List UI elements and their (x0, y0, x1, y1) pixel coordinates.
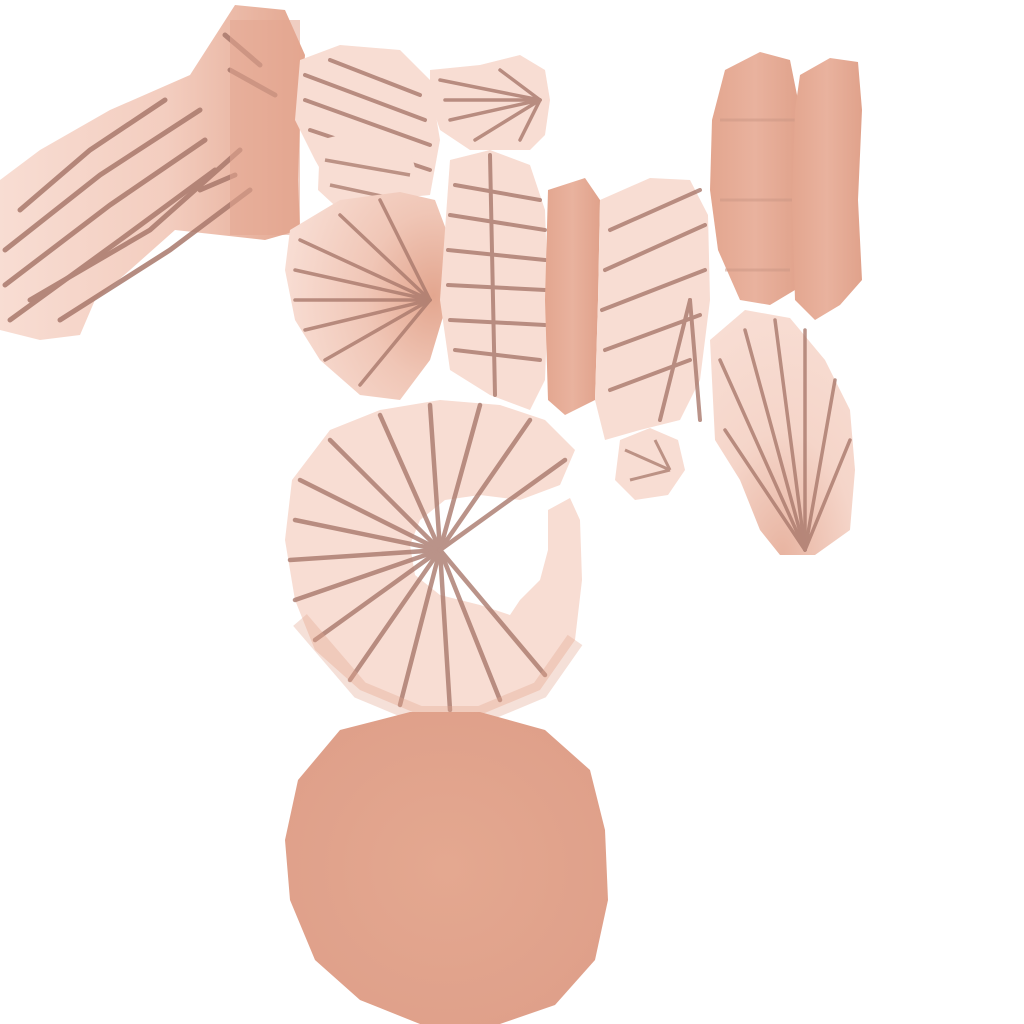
uv-island-shell-fan (285, 192, 450, 400)
uv-island-top-fan (430, 55, 550, 150)
uv-island-right-striped (595, 178, 710, 440)
uv-island-small-disc (615, 428, 685, 500)
uv-island-left-arm-band (0, 5, 305, 340)
uv-island-ring (285, 400, 583, 724)
uv-island-narrow-strip (545, 178, 600, 415)
uv-island-center-band (440, 150, 548, 410)
uv-island-base-disc (285, 712, 608, 1024)
uv-island-upper-right-pad-b (792, 58, 862, 320)
uv-island-right-fan (710, 310, 855, 555)
uv-island-upper-right-pad-a (710, 52, 800, 305)
